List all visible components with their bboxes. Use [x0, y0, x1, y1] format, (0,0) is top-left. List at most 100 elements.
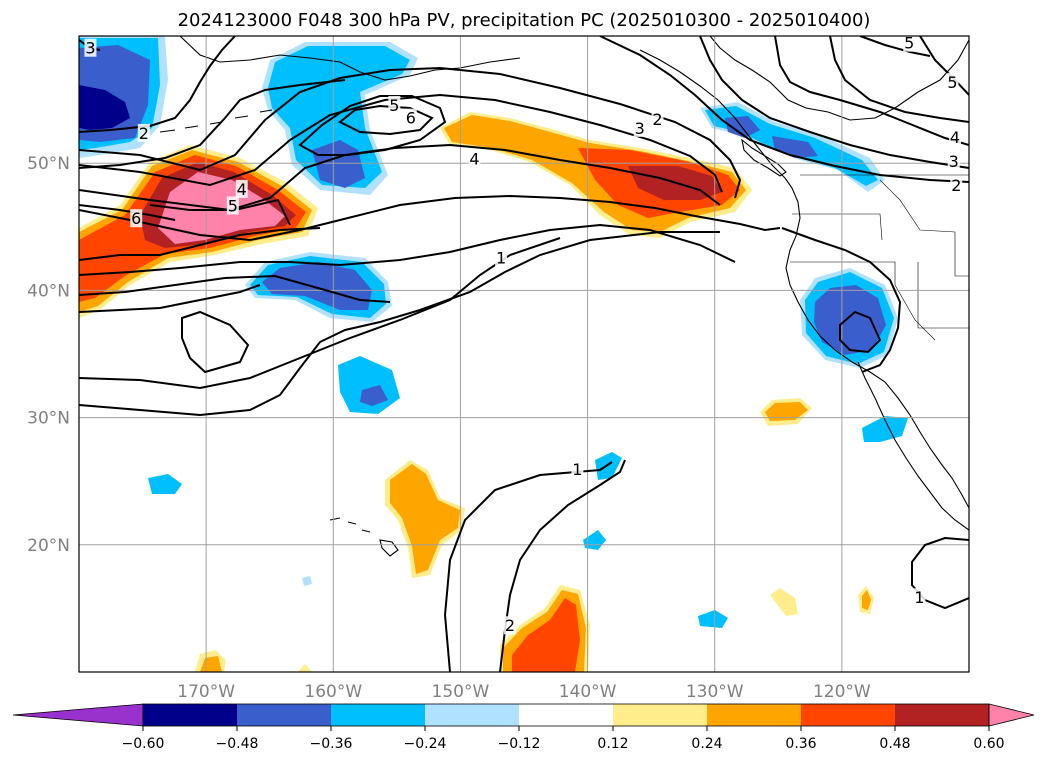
gridlines [79, 36, 969, 672]
precip-neg-nw-4 [79, 85, 130, 130]
pv-contours [79, 36, 969, 672]
contour-label-bg [903, 36, 916, 52]
contour-label-bg [949, 127, 962, 146]
contour-label-bg [946, 73, 959, 92]
pv-contour-ne-5b [774, 36, 969, 146]
coastline-alaska-panhandle [639, 49, 786, 179]
pv-contour-ne-5c [859, 36, 931, 57]
precip-neg-goa-3 [312, 140, 365, 188]
pv-contour-lower-4 [79, 237, 561, 390]
contour-label-bg [950, 176, 963, 195]
colorbar-label: 0.12 [597, 736, 628, 752]
colorbar-extend-low [12, 703, 144, 727]
precip-neg-small-2 [148, 474, 182, 494]
colorbar-label: 0.60 [973, 736, 1004, 752]
contour-label: 5 [904, 34, 914, 53]
contour-label: 3 [85, 39, 95, 58]
contour-label: 3 [949, 152, 959, 171]
contour-label-bg [947, 151, 960, 170]
colorbar-label: −0.36 [310, 736, 353, 752]
pv-contour-lower-1 [79, 223, 736, 276]
lon-tick-label: 120°W [813, 682, 871, 702]
contour-label: 2 [652, 110, 662, 129]
contour-label-bg [388, 95, 401, 114]
coastline-vancouver-island [741, 138, 787, 177]
contour-label: 1 [914, 588, 924, 607]
colorbar-label: 0.36 [785, 736, 816, 752]
contour-label-bg [913, 588, 926, 607]
precip-neg-ca-3 [814, 285, 886, 355]
coastline-west-coast [784, 177, 969, 509]
precip-neg-small-5 [698, 610, 728, 628]
precip-pos-sub-3b [765, 402, 808, 421]
lat-tick-label: 50°N [27, 154, 70, 174]
pv-contour-ne-2 [919, 36, 969, 96]
pv-contour-ne-3 [599, 36, 969, 183]
coastline-baja [857, 361, 969, 531]
colorbar-label: −0.48 [216, 736, 259, 752]
coastlines [159, 36, 969, 557]
lat-tick-label: 30°N [27, 409, 70, 429]
contour-label: 2 [139, 124, 149, 143]
contour-label-bg [235, 179, 248, 198]
contour-label: 4 [469, 149, 479, 168]
precip-neg-small-3 [595, 452, 622, 480]
contour-label-bg [468, 149, 481, 168]
precip-pos-sub-4 [770, 588, 798, 616]
colorbar-label: −0.60 [122, 736, 165, 752]
contour-label: 4 [237, 180, 247, 199]
contour-label-bg [504, 616, 517, 635]
pv-contour-ca-outer [781, 227, 902, 373]
pv-contour-6-inner [338, 104, 434, 136]
contour-label-bg [495, 248, 508, 267]
precip-neg-small-7 [302, 576, 312, 586]
contour-label-bg [130, 209, 143, 228]
colorbar-swatch [237, 704, 331, 726]
pv-contour-4-main [79, 66, 742, 199]
contour-label-bg [404, 108, 417, 127]
contour-label-bg [84, 38, 97, 57]
lat-tick-label: 40°N [27, 281, 70, 301]
colorbar-frame [142, 703, 990, 727]
precip-pos-sub-7 [298, 664, 312, 672]
pv-contour-3-main [79, 93, 723, 193]
chart-title: 2024123000 F048 300 hPa PV, precipitatio… [178, 10, 871, 31]
pv-contour-lower-3 [79, 284, 261, 313]
contour-label: 5 [389, 96, 399, 115]
pv-contour-1-main [79, 194, 781, 242]
lat-tick-labels: 20°N 30°N 40°N 50°N [27, 154, 70, 556]
colorbar-swatch [143, 704, 237, 726]
colorbar-label: −0.12 [498, 736, 541, 752]
pv-contour-lower-5 [79, 231, 720, 417]
contour-label-bg [633, 118, 646, 137]
contour-label: 4 [950, 128, 960, 147]
border-or-ca [790, 261, 896, 285]
lon-tick-label: 130°W [686, 682, 744, 702]
colorbar-extend-high [988, 703, 1035, 727]
colorbar-swatch [519, 704, 613, 726]
colorbar-labels: −0.60 −0.48 −0.36 −0.24 −0.12 0.12 0.24 0.36 0.4… [122, 726, 1005, 752]
contour-label: 6 [406, 109, 416, 128]
pv-contour-4-west [79, 227, 321, 261]
precip-shading [79, 36, 908, 672]
colorbar-label: 0.24 [691, 736, 722, 752]
colorbar-label: −0.24 [404, 736, 447, 752]
pv-contour-ca-inner [839, 310, 882, 354]
contour-label: 6 [131, 209, 141, 228]
precip-pos-sub-1b [390, 464, 460, 574]
lon-tick-labels: 170°W 160°W 150°W 140°W 130°W 120°W [177, 682, 871, 702]
colorbar [12, 703, 1035, 727]
border-id-mt [879, 179, 969, 277]
lon-tick-label: 140°W [559, 682, 617, 702]
precip-pos-sub-6b [200, 656, 222, 672]
pv-contour-sc-1 [443, 461, 613, 672]
contour-label-bg [226, 196, 239, 215]
pv-contour-sw-loop [181, 310, 250, 374]
lon-tick-label: 170°W [177, 682, 235, 702]
contour-label: 2 [951, 176, 961, 195]
contour-label: 5 [947, 73, 957, 92]
lon-tick-label: 160°W [304, 682, 362, 702]
coastline-aleutians [159, 109, 273, 133]
